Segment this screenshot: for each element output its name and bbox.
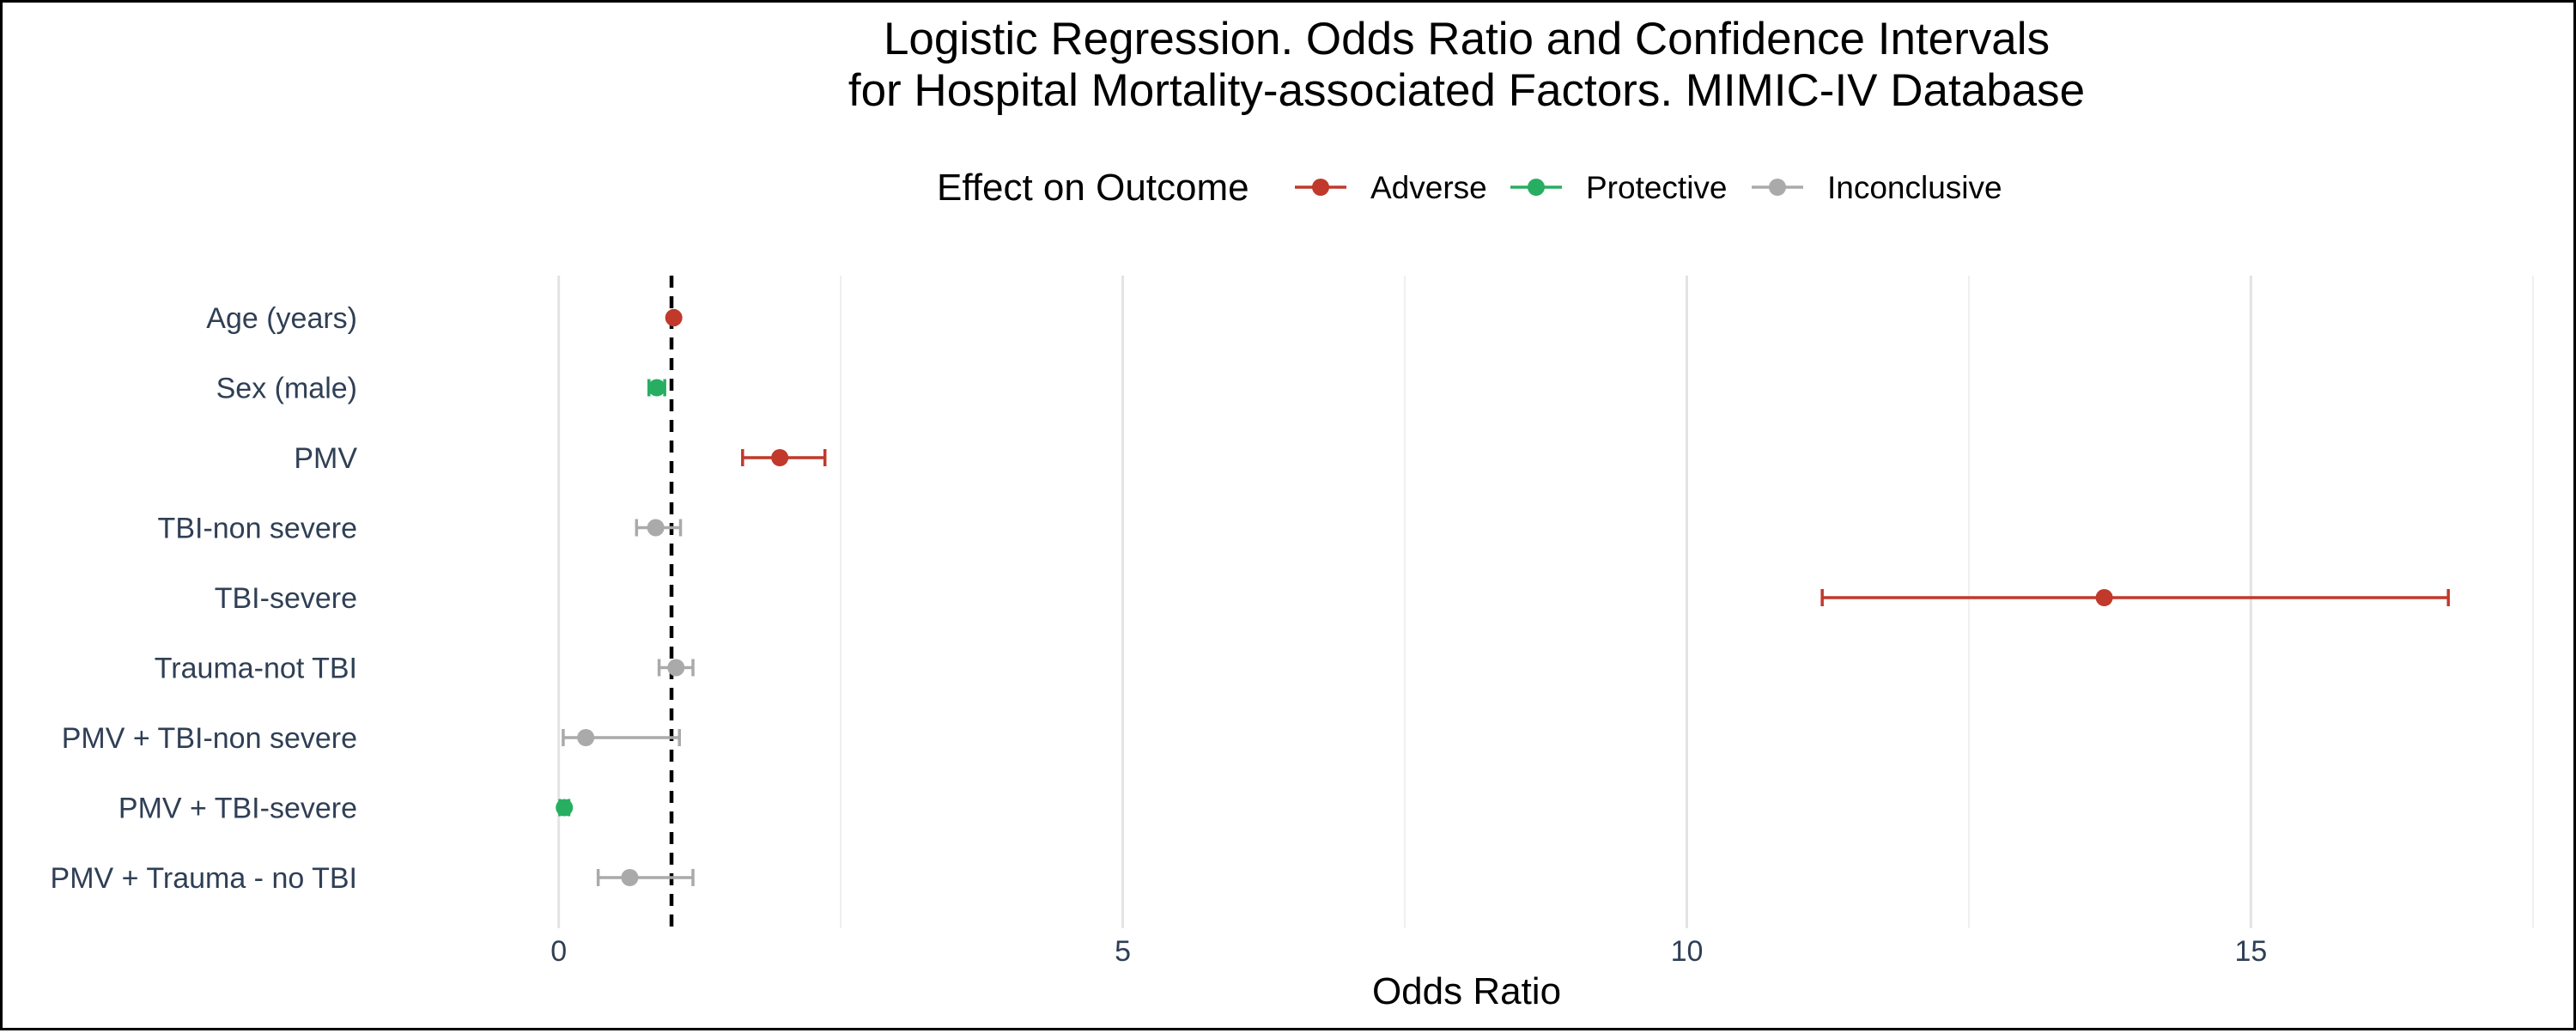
legend-key-point [1528, 179, 1545, 196]
y-tick-label: TBI-non severe [158, 513, 357, 545]
gridlines [557, 276, 2534, 928]
legend-entry: Inconclusive [1752, 170, 2002, 205]
forest-row [657, 659, 695, 677]
x-tick-label: 0 [550, 935, 567, 968]
y-tick-label: PMV + TBI-severe [118, 793, 357, 825]
y-tick-label: PMV [294, 442, 357, 475]
forest-row [647, 379, 666, 397]
forest-row [562, 729, 681, 746]
legend-key-point [1312, 179, 1329, 196]
chart-title: Logistic Regression. Odds Ratio and Conf… [848, 14, 2085, 116]
y-tick-label: Age (years) [206, 302, 357, 335]
y-tick-label: PMV + TBI-non severe [62, 722, 357, 755]
y-tick-label: Sex (male) [216, 373, 357, 405]
legend-label: Inconclusive [1827, 170, 2002, 205]
odds-ratio-point [2095, 589, 2113, 606]
forest-row [741, 449, 827, 466]
odds-ratio-point [771, 449, 789, 466]
forest-row [1820, 589, 2451, 606]
forest-row [665, 309, 683, 326]
forest-row [556, 799, 574, 817]
legend-label: Adverse [1370, 170, 1487, 205]
x-tick-label: 15 [2234, 935, 2267, 968]
legend-entry: Adverse [1295, 170, 1487, 205]
y-tick-label: Trauma-not TBI [155, 653, 357, 685]
x-axis-title: Odds Ratio [1372, 970, 1561, 1012]
odds-ratio-point [556, 799, 574, 817]
legend-title: Effect on Outcome [937, 167, 1249, 209]
odds-ratio-point [621, 869, 639, 886]
odds-ratio-point [647, 519, 665, 537]
forest-plot: Logistic Regression. Odds Ratio and Conf… [51, 14, 2534, 1012]
data-marks [556, 309, 2451, 886]
y-tick-label: TBI-severe [215, 582, 357, 615]
legend-key-point [1769, 179, 1786, 196]
y-tick-label: PMV + Trauma - no TBI [51, 862, 357, 895]
odds-ratio-point [665, 309, 683, 326]
legend-label: Protective [1586, 170, 1728, 205]
chart-title-line-1: Logistic Regression. Odds Ratio and Conf… [884, 14, 2050, 64]
x-axis-tick-labels: 0 5 10 15 [550, 935, 2267, 968]
x-tick-label: 5 [1115, 935, 1131, 968]
odds-ratio-point [667, 659, 685, 677]
odds-ratio-point [647, 379, 665, 397]
forest-row [596, 869, 695, 886]
x-tick-label: 10 [1671, 935, 1704, 968]
y-axis-tick-labels: Age (years) Sex (male) PMV TBI-non severe TB… [51, 302, 358, 895]
odds-ratio-point [577, 729, 595, 746]
forest-row [635, 519, 683, 537]
legend-entry: Protective [1510, 170, 1728, 205]
chart-title-line-2: for Hospital Mortality-associated Factor… [848, 65, 2085, 116]
legend: Effect on Outcome Adverse Protective Incon… [937, 167, 2002, 209]
